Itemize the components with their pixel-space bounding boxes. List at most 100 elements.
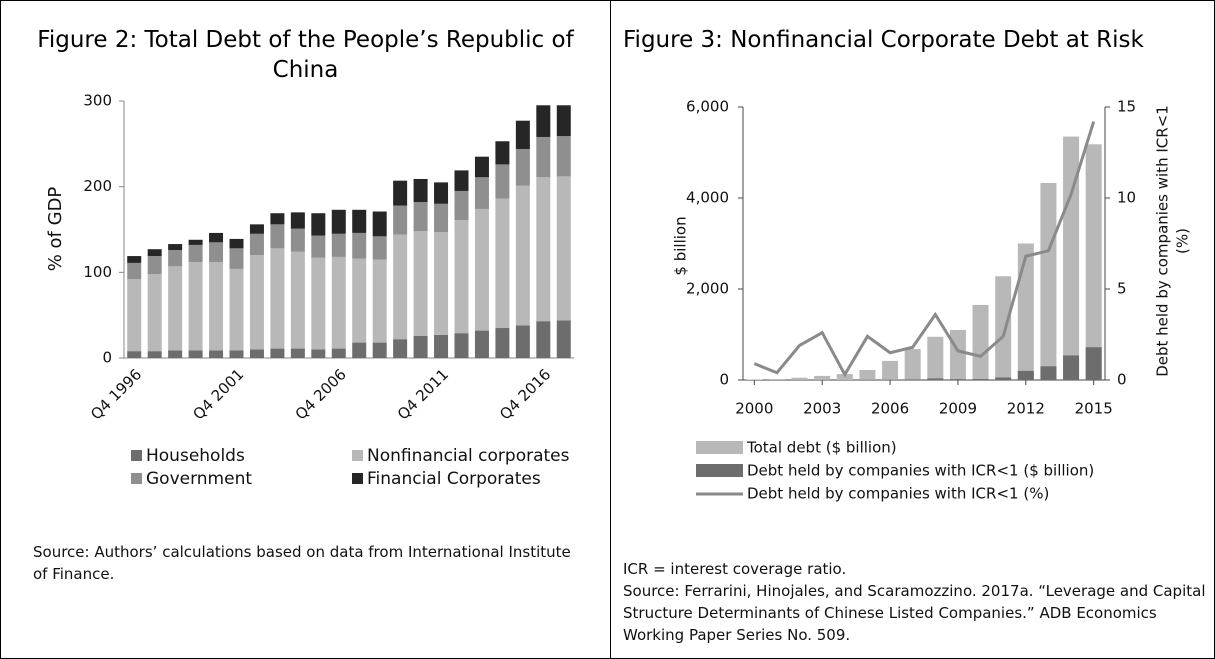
line-series bbox=[753, 121, 1096, 378]
bar bbox=[904, 349, 921, 380]
bar-segment bbox=[413, 202, 428, 232]
bar-segment bbox=[311, 235, 326, 258]
bar-segment bbox=[454, 170, 469, 191]
bar-segment bbox=[209, 262, 224, 351]
bar-segment bbox=[434, 182, 449, 204]
bar-segment bbox=[168, 250, 183, 267]
bar-segment bbox=[270, 248, 285, 349]
bar bbox=[1017, 243, 1034, 380]
bar-segment bbox=[556, 176, 571, 321]
y-axis-label: % of GDP bbox=[45, 187, 66, 272]
bar bbox=[1063, 136, 1080, 380]
bar-segment bbox=[495, 198, 510, 329]
bar-segment bbox=[515, 120, 530, 149]
y-tick-label: 0 bbox=[719, 371, 729, 389]
legend-label: Households bbox=[146, 446, 245, 466]
y-tick-label: 200 bbox=[83, 177, 112, 195]
notes: Source: Authors’ calculations based on d… bbox=[33, 541, 573, 585]
bar bbox=[972, 304, 989, 380]
bar-segment bbox=[127, 262, 142, 280]
bar-segment bbox=[434, 334, 449, 358]
bar-segment bbox=[393, 339, 408, 358]
bar-segment bbox=[229, 268, 244, 351]
bar-segment bbox=[127, 279, 142, 352]
x-tick-label: 2006 bbox=[871, 400, 909, 418]
bar-segment bbox=[474, 208, 489, 331]
bar-segment bbox=[249, 224, 264, 234]
bar-segment bbox=[495, 328, 510, 358]
legend-label: Government bbox=[146, 469, 252, 489]
bar bbox=[904, 379, 921, 380]
x-tick-label: 2015 bbox=[1075, 400, 1113, 418]
bar-segment bbox=[474, 156, 489, 178]
bar-segment bbox=[229, 238, 244, 249]
y-tick-label: 300 bbox=[83, 92, 112, 110]
y2-tick-label: 10 bbox=[1117, 189, 1136, 207]
bar bbox=[768, 379, 785, 380]
bar-segment bbox=[352, 209, 367, 233]
bar-segment bbox=[147, 274, 162, 352]
bar-segment bbox=[290, 212, 305, 229]
bar-segment bbox=[454, 220, 469, 334]
y2-axis-label: (%) bbox=[1174, 228, 1192, 254]
y-tick-label: 6,000 bbox=[686, 98, 729, 116]
bar-segment bbox=[311, 213, 326, 236]
x-tick-label: 2012 bbox=[1007, 400, 1045, 418]
y2-tick-label: 5 bbox=[1117, 280, 1127, 298]
bar bbox=[949, 329, 966, 380]
legend-swatch bbox=[352, 473, 363, 484]
bar-segment bbox=[474, 177, 489, 209]
bar-segment bbox=[127, 256, 142, 263]
x-tick-label: Q4 2001 bbox=[189, 365, 247, 423]
bar-segment bbox=[556, 105, 571, 137]
bar bbox=[995, 276, 1012, 380]
x-tick-label: Q4 2006 bbox=[292, 365, 350, 423]
bar bbox=[1085, 144, 1102, 380]
bar-segment bbox=[188, 262, 203, 351]
bar-segment bbox=[495, 164, 510, 199]
bar-segment bbox=[147, 256, 162, 275]
legend-label: Total debt ($ billion) bbox=[746, 439, 897, 457]
bar-segment bbox=[454, 190, 469, 221]
bar-segment bbox=[168, 350, 183, 358]
bar-segment bbox=[209, 232, 224, 243]
bar bbox=[1040, 182, 1057, 380]
note: Source: Authors’ calculations based on d… bbox=[33, 543, 571, 583]
y2-axis-label: Debt held by companies with ICR<1 bbox=[1154, 105, 1172, 377]
note: ICR = interest coverage ratio. bbox=[623, 560, 847, 578]
bar-segment bbox=[188, 350, 203, 358]
bar-segment bbox=[454, 333, 469, 358]
bar-segment bbox=[290, 228, 305, 252]
bar-segment bbox=[249, 255, 264, 350]
bar-segment bbox=[515, 185, 530, 326]
bar-segment bbox=[188, 244, 203, 263]
x-tick-label: 2000 bbox=[735, 400, 773, 418]
bar-segment bbox=[352, 342, 367, 358]
x-tick-label: Q4 1996 bbox=[87, 365, 145, 423]
bar-segment bbox=[413, 231, 428, 336]
bar bbox=[927, 336, 944, 380]
bar bbox=[972, 379, 989, 380]
bar-segment bbox=[393, 234, 408, 340]
bar-segment bbox=[249, 349, 264, 358]
bar-segment bbox=[556, 136, 571, 177]
y-tick-label: 4,000 bbox=[686, 189, 729, 207]
bar-segment bbox=[536, 136, 551, 178]
x-tick-label: Q4 2011 bbox=[394, 365, 452, 423]
chart-title: Figure 3: Nonfinancial Corporate Debt at… bbox=[623, 27, 1144, 53]
bar-segment bbox=[270, 348, 285, 358]
bar-segment bbox=[147, 351, 162, 358]
bar-segment bbox=[474, 330, 489, 358]
bar-segment bbox=[372, 211, 387, 237]
bar-segment bbox=[372, 259, 387, 343]
notes: ICR = interest coverage ratio. Source: Fe… bbox=[623, 558, 1208, 646]
bar-segment bbox=[331, 256, 346, 349]
figure-panel: 0 2,000 4,000 6,000 0 5 10 15 2000 2003 2006 2009 20… bbox=[611, 1, 1214, 658]
bar-segment bbox=[352, 232, 367, 259]
bar-segment bbox=[209, 350, 224, 358]
bar bbox=[927, 378, 944, 380]
y-tick-label: 100 bbox=[83, 263, 112, 281]
bar-segment bbox=[515, 325, 530, 358]
bar-segment bbox=[393, 180, 408, 206]
